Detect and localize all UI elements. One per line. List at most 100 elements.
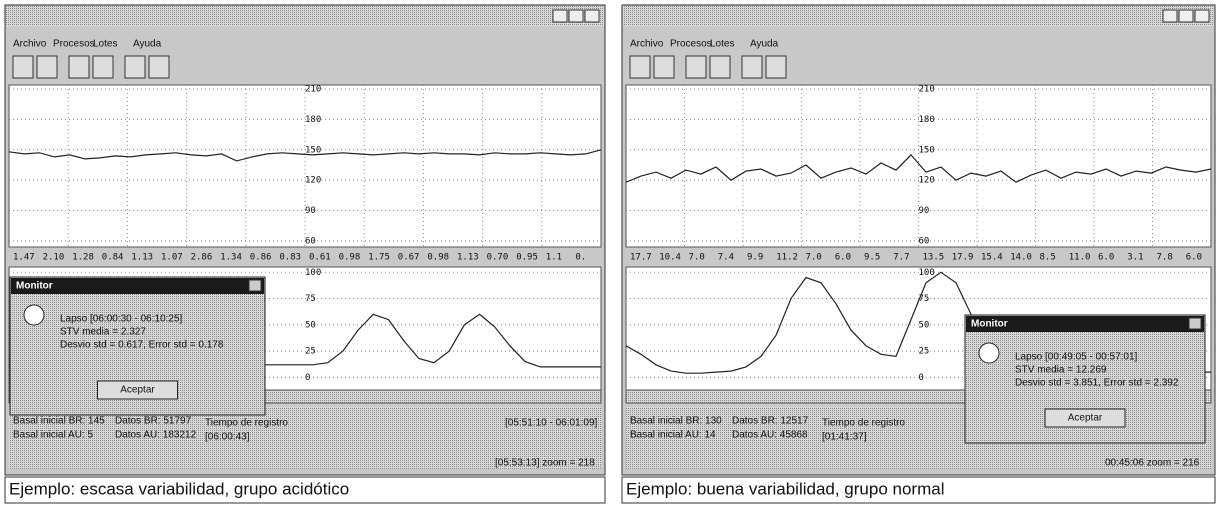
menu-item[interactable]: Procesos	[670, 39, 712, 50]
dialog-close[interactable]	[249, 280, 261, 291]
stv-value: 3.1	[1127, 253, 1143, 263]
stv-value: 0.98	[427, 253, 449, 263]
stv-value: 0.61	[309, 253, 331, 263]
stv-value: 1.13	[457, 253, 479, 263]
stv-value: 0.98	[339, 253, 361, 263]
stv-value: 0.86	[250, 253, 272, 263]
dialog-line: STV media = 12.269	[1015, 365, 1107, 376]
stv-value: 17.9	[952, 253, 974, 263]
window-button[interactable]	[553, 10, 567, 22]
title-bar	[6, 6, 604, 26]
dialog-line: Desvio std = 0.617, Error std = 0.178	[60, 340, 224, 351]
status-text: Tiempo de registro	[822, 418, 905, 429]
menu-item[interactable]: Ayuda	[133, 39, 162, 50]
status-text: Tiempo de registro	[205, 418, 288, 429]
stv-value: 7.7	[893, 253, 909, 263]
y-tick-label: 25	[919, 347, 930, 357]
stv-value: 1.07	[161, 253, 183, 263]
menu-item[interactable]: Lotes	[93, 39, 117, 50]
stv-value: 6.0	[835, 253, 851, 263]
stv-value: 1.1	[546, 253, 562, 263]
stv-value: 2.10	[43, 253, 65, 263]
stv-value: 0.84	[102, 253, 124, 263]
toolbar-button[interactable]	[742, 56, 762, 78]
menu-item[interactable]: Archivo	[13, 39, 47, 50]
stv-value: 11.0	[1069, 253, 1091, 263]
toolbar-button[interactable]	[654, 56, 674, 78]
dialog-line: Lapso [06:00:30 - 06:10:25]	[60, 314, 183, 325]
y-tick-label: 75	[305, 294, 316, 304]
toolbar-button[interactable]	[69, 56, 89, 78]
dialog-title: Monitor	[16, 281, 53, 292]
info-icon	[979, 343, 999, 363]
toolbar-button[interactable]	[93, 56, 113, 78]
window-button[interactable]	[1179, 10, 1193, 22]
y-tick-label: 100	[305, 268, 321, 278]
stv-value: 7.0	[806, 253, 822, 263]
status-text: Datos AU: 183212	[115, 430, 197, 441]
dialog-button-label[interactable]: Aceptar	[120, 385, 155, 396]
status-text: [06:00:43]	[205, 432, 250, 443]
toolbar-button[interactable]	[630, 56, 650, 78]
dialog-button-label[interactable]: Aceptar	[1068, 413, 1103, 424]
menu-item[interactable]: Ayuda	[750, 39, 779, 50]
stv-value: 0.95	[516, 253, 538, 263]
dialog-line: STV media = 2.327	[60, 327, 146, 338]
dialog-title: Monitor	[971, 319, 1008, 330]
y-tick-label: 0	[919, 373, 924, 383]
y-tick-label: 75	[919, 294, 930, 304]
status-text: [01:41:37]	[822, 432, 867, 443]
y-tick-label: 210	[919, 85, 935, 95]
menu-item[interactable]: Lotes	[710, 39, 734, 50]
y-tick-label: 25	[305, 347, 316, 357]
status-text: Basal inicial BR: 145	[13, 416, 105, 427]
status-text: Basal inicial BR: 130	[630, 416, 722, 427]
y-tick-label: 60	[305, 236, 316, 246]
screenshot: ArchivoProcesosLotesAyuda210180150120906…	[0, 0, 1217, 505]
toolbar-button[interactable]	[710, 56, 730, 78]
stv-value: 0.	[575, 253, 586, 263]
y-tick-label: 90	[919, 206, 930, 216]
y-tick-label: 90	[305, 206, 316, 216]
y-tick-label: 180	[305, 115, 321, 125]
stv-value: 9.5	[864, 253, 880, 263]
stv-value: 0.83	[279, 253, 301, 263]
dialog-line: Desvio std = 3.851, Error std = 2.392	[1015, 378, 1179, 389]
stv-value: 11.2	[776, 253, 798, 263]
stv-value: 9.9	[747, 253, 763, 263]
status-text: Datos BR: 12517	[732, 416, 809, 427]
status-text: Basal inicial AU: 14	[630, 430, 716, 441]
menu-item[interactable]: Archivo	[630, 39, 664, 50]
toolbar-button[interactable]	[766, 56, 786, 78]
y-tick-label: 0	[305, 373, 310, 383]
y-tick-label: 210	[305, 85, 321, 95]
stv-value: 15.4	[981, 253, 1003, 263]
stv-value: 7.4	[718, 253, 734, 263]
y-tick-label: 150	[305, 145, 321, 155]
status-text: [05:53:13] zoom = 218	[495, 458, 595, 469]
menu-item[interactable]: Procesos	[53, 39, 95, 50]
y-tick-label: 150	[919, 145, 935, 155]
y-tick-label: 50	[919, 320, 930, 330]
window-button[interactable]	[585, 10, 599, 22]
stv-value: 1.47	[13, 253, 35, 263]
toolbar-button[interactable]	[125, 56, 145, 78]
stv-value: 0.67	[398, 253, 420, 263]
status-text: 00:45:06 zoom = 216	[1105, 458, 1200, 469]
toolbar-button[interactable]	[13, 56, 33, 78]
window-button[interactable]	[569, 10, 583, 22]
window-button[interactable]	[1163, 10, 1177, 22]
status-text: Basal inicial AU: 5	[13, 430, 93, 441]
toolbar-button[interactable]	[149, 56, 169, 78]
dialog-close[interactable]	[1189, 318, 1201, 329]
stv-value: 1.28	[72, 253, 94, 263]
toolbar-button[interactable]	[686, 56, 706, 78]
stv-value: 0.70	[487, 253, 509, 263]
status-text: [05:51:10 - 06:01:09]	[505, 418, 598, 429]
y-tick-label: 120	[305, 176, 321, 186]
window-button[interactable]	[1195, 10, 1209, 22]
toolbar-button[interactable]	[37, 56, 57, 78]
stv-value: 8.5	[1040, 253, 1056, 263]
stv-value: 1.13	[131, 253, 153, 263]
stv-value: 7.0	[689, 253, 705, 263]
